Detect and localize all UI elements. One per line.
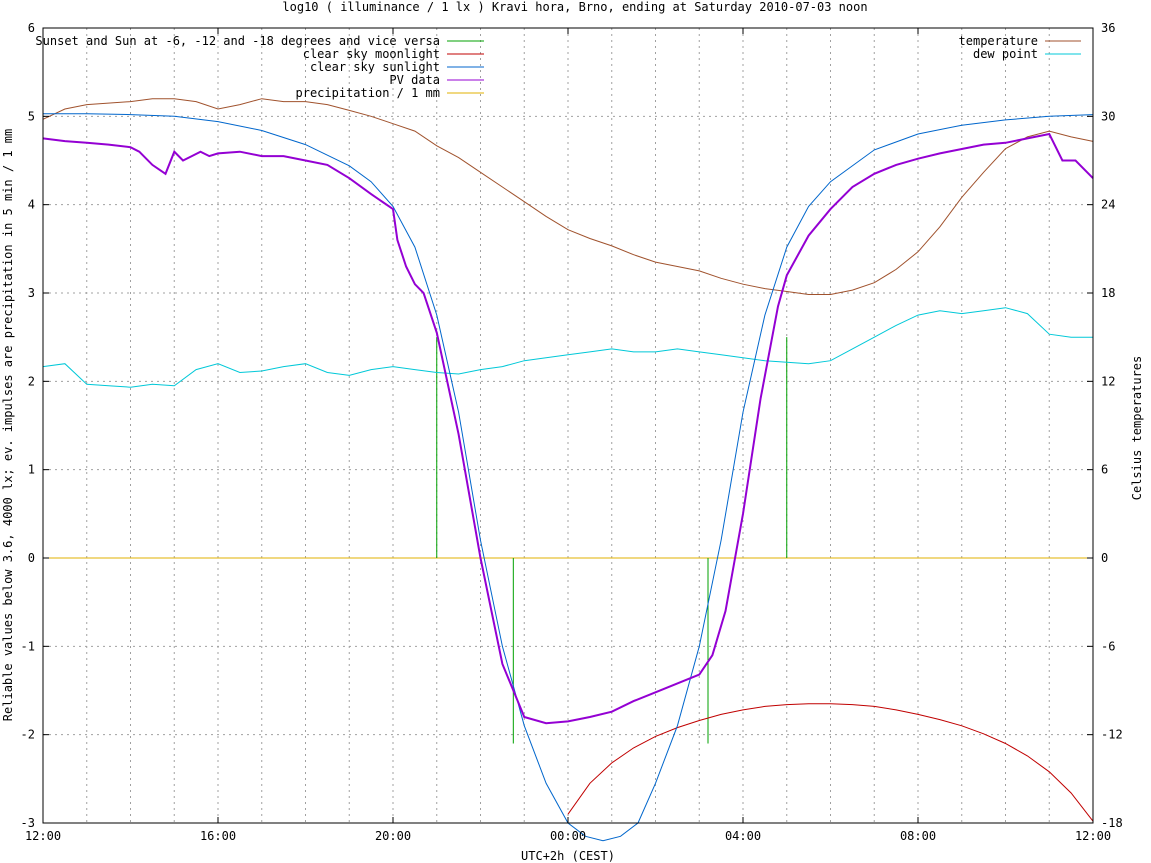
legend-label: clear sky sunlight [310, 60, 440, 74]
legend-label: PV data [389, 73, 440, 87]
y2-axis-label: Celsius temperatures [1130, 356, 1144, 501]
y2-tick-label: -6 [1101, 639, 1115, 653]
moonlight-series [567, 703, 1094, 822]
y2-tick-label: 36 [1101, 21, 1115, 35]
x-tick-label: 20:00 [375, 829, 411, 843]
x-tick-label: 04:00 [725, 829, 761, 843]
dew-point-series [42, 307, 1093, 388]
y2-tick-label: 18 [1101, 286, 1115, 300]
x-tick-label: 16:00 [200, 829, 236, 843]
y2-tick-label: -18 [1101, 816, 1123, 830]
y-tick-label: 0 [28, 551, 35, 565]
legend-layer: Sunset and Sun at -6, -12 and -18 degree… [35, 34, 1081, 100]
y-tick-label: -2 [21, 728, 35, 742]
y2-tick-label: 24 [1101, 198, 1115, 212]
y-tick-label: 3 [28, 286, 35, 300]
x-tick-label: 08:00 [900, 829, 936, 843]
y-tick-label: 2 [28, 374, 35, 388]
legend-label: temperature [959, 34, 1038, 48]
y2-tick-label: 0 [1101, 551, 1108, 565]
y-tick-label: 4 [28, 198, 35, 212]
y2-tick-label: 12 [1101, 374, 1115, 388]
y-tick-label: -1 [21, 639, 35, 653]
chart-title: log10 ( illuminance / 1 lx ) Kravi hora,… [282, 0, 867, 14]
y2-tick-label: 30 [1101, 109, 1115, 123]
series-layer [42, 98, 1094, 842]
tick-layer: 12:00 16:00 20:00 00:00 04:00 08:00 12:00-3-2-… [21, 21, 1123, 843]
legend-label: precipitation / 1 mm [296, 86, 441, 100]
y-tick-label: 5 [28, 109, 35, 123]
x-tick-label: 12:00 [1075, 829, 1111, 843]
grid-layer [43, 28, 1093, 823]
y-tick-label: -3 [21, 816, 35, 830]
y-axis-label: Reliable values below 3.6, 4000 lx; ev. … [1, 129, 15, 721]
legend-label: dew point [973, 47, 1038, 61]
legend-label: Sunset and Sun at -6, -12 and -18 degree… [35, 34, 440, 48]
x-tick-label: 00:00 [550, 829, 586, 843]
x-axis-label: UTC+2h (CEST) [521, 849, 615, 863]
x-tick-label: 12:00 [25, 829, 61, 843]
pv-data-series [42, 132, 1094, 725]
y2-tick-label: -12 [1101, 728, 1123, 742]
sunlight-series [43, 113, 1094, 842]
y2-tick-label: 6 [1101, 463, 1108, 477]
y-tick-label: 1 [28, 463, 35, 477]
temperature-series [42, 98, 1094, 295]
legend-label: clear sky moonlight [303, 47, 440, 61]
y-tick-label: 6 [28, 21, 35, 35]
